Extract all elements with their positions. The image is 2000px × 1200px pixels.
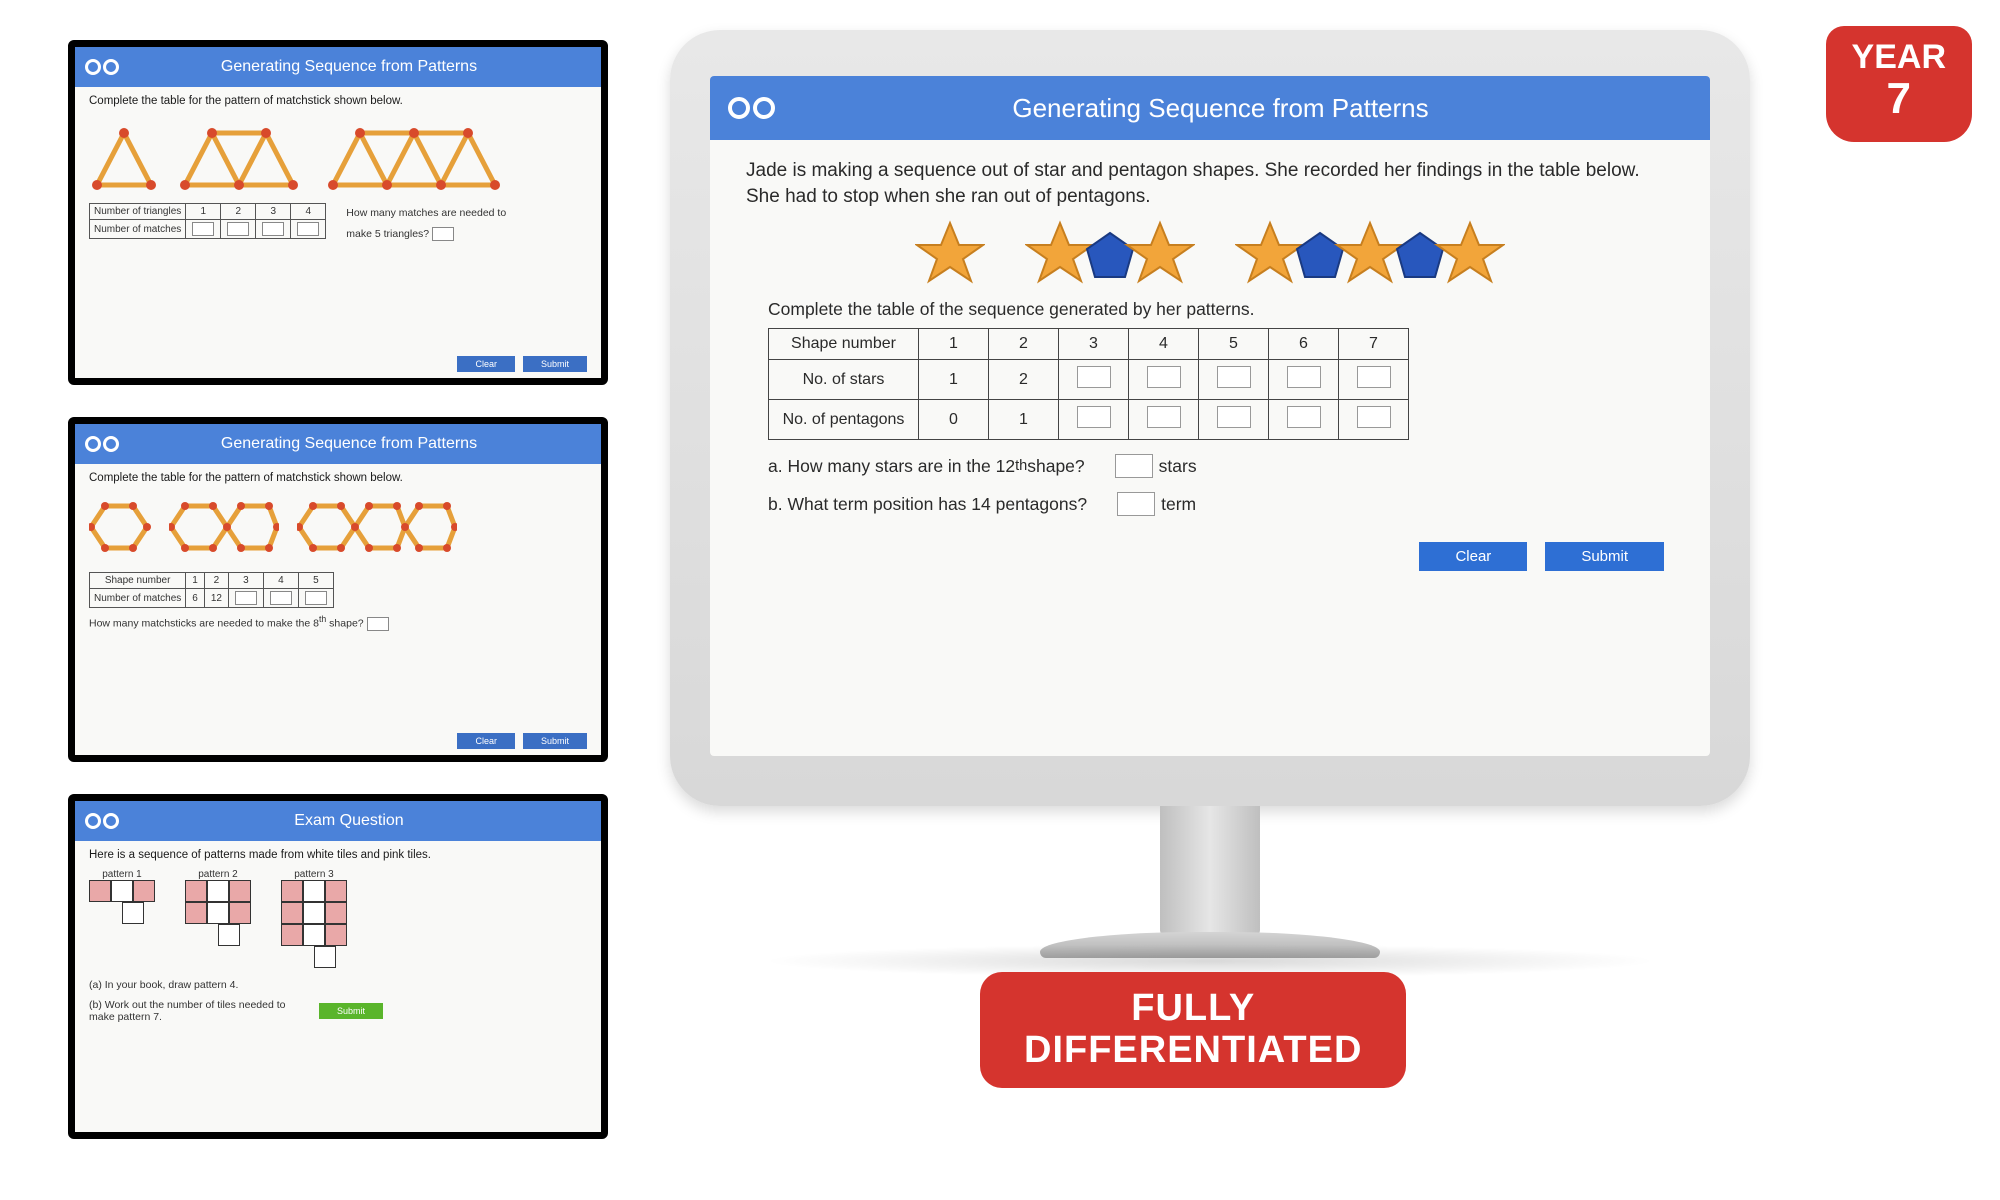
input-cell[interactable]	[1147, 366, 1181, 388]
input-cell[interactable]	[1077, 366, 1111, 388]
differentiated-badge: FULLYDIFFERENTIATED	[980, 972, 1406, 1088]
input-cell[interactable]	[1287, 366, 1321, 388]
input-cell[interactable]	[270, 591, 292, 605]
input-cell[interactable]	[305, 591, 327, 605]
thumbnail-1: Generating Sequence from Patterns Comple…	[68, 40, 608, 385]
thumbnail-3: Exam Question Here is a sequence of patt…	[68, 794, 608, 1139]
thumb2-title: Generating Sequence from Patterns	[97, 435, 601, 453]
answer-input-a[interactable]	[1115, 454, 1153, 478]
thumb3-header: Exam Question	[75, 801, 601, 841]
sub-instruction: Complete the table of the sequence gener…	[768, 299, 1674, 320]
thumb2-header: Generating Sequence from Patterns	[75, 424, 601, 464]
input-cell[interactable]	[1077, 406, 1111, 428]
main-header: Generating Sequence from Patterns	[710, 76, 1710, 140]
monitor-display: Generating Sequence from Patterns Jade i…	[670, 30, 1750, 978]
input-cell[interactable]	[1217, 406, 1251, 428]
input-cell[interactable]	[297, 222, 319, 236]
submit-button[interactable]: Submit	[1545, 542, 1664, 571]
submit-button[interactable]: Submit	[319, 1003, 383, 1019]
input-cell[interactable]	[1357, 366, 1391, 388]
thumbnail-column: Generating Sequence from Patterns Comple…	[68, 40, 608, 1171]
thumbnail-2: Generating Sequence from Patterns Comple…	[68, 417, 608, 762]
input-cell[interactable]	[192, 222, 214, 236]
pattern-3	[1235, 219, 1505, 285]
submit-button[interactable]: Submit	[523, 356, 587, 372]
thumb2-instruction: Complete the table for the pattern of ma…	[89, 472, 587, 484]
year-badge: YEAR 7	[1826, 26, 1972, 142]
main-question: Jade is making a sequence out of star an…	[746, 158, 1674, 209]
star-icon	[915, 219, 985, 285]
tile-patterns: pattern 1 pattern 2 pattern 3	[89, 869, 587, 971]
thumb3-qa: (a) In your book, draw pattern 4.	[89, 979, 587, 991]
thumb3-qb: (b) Work out the number of tiles needed …	[89, 999, 289, 1023]
question-b: b. What term position has 14 pentagons?t…	[768, 492, 1674, 516]
triangle-patterns	[89, 115, 587, 195]
shape-patterns	[746, 217, 1674, 287]
answer-input-b[interactable]	[1117, 492, 1155, 516]
input-cell[interactable]	[227, 222, 249, 236]
input-cell[interactable]	[1287, 406, 1321, 428]
thumb2-bottom-question: How many matchsticks are needed to make …	[89, 614, 587, 631]
clear-button[interactable]: Clear	[457, 356, 515, 372]
thumb1-table: Number of triangles1234 Number of matche…	[89, 203, 326, 239]
input-cell[interactable]	[1147, 406, 1181, 428]
thumb1-header: Generating Sequence from Patterns	[75, 47, 601, 87]
question-a: a. How many stars are in the 12th shape?…	[768, 454, 1674, 478]
input-cell[interactable]	[1357, 406, 1391, 428]
main-title: Generating Sequence from Patterns	[731, 93, 1710, 124]
pattern-2	[1025, 219, 1195, 285]
clear-button[interactable]: Clear	[1419, 542, 1527, 571]
thumb1-title: Generating Sequence from Patterns	[97, 58, 601, 76]
thumb3-instruction: Here is a sequence of patterns made from…	[89, 849, 587, 861]
hexagon-patterns	[89, 492, 587, 562]
submit-button[interactable]: Submit	[523, 733, 587, 749]
thumb1-instruction: Complete the table for the pattern of ma…	[89, 95, 587, 107]
thumb3-title: Exam Question	[97, 812, 601, 830]
thumb1-side-question: How many matches are needed to make 5 tr…	[346, 203, 506, 245]
thumb2-table: Shape number12345 Number of matches612	[89, 572, 334, 608]
answer-input[interactable]	[432, 227, 454, 241]
input-cell[interactable]	[235, 591, 257, 605]
clear-button[interactable]: Clear	[457, 733, 515, 749]
input-cell[interactable]	[262, 222, 284, 236]
main-table: Shape number1234567 No. of stars12 No. o…	[768, 328, 1409, 440]
monitor-stand	[1160, 806, 1260, 936]
answer-input[interactable]	[367, 617, 389, 631]
input-cell[interactable]	[1217, 366, 1251, 388]
